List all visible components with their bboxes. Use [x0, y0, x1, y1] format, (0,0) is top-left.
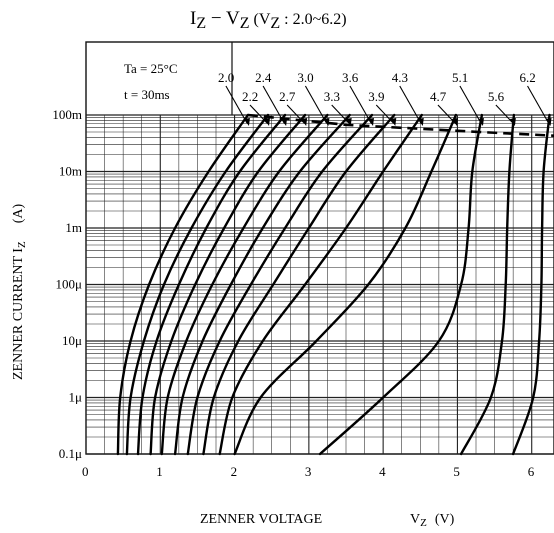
voltage-label-6-2: 6.2 — [520, 70, 536, 85]
x-tick-label: 0 — [82, 464, 89, 479]
chart-title: IZ − VZ (VZ : 2.0~6.2) — [190, 8, 347, 32]
y-tick-label: 100m — [52, 107, 82, 122]
leader-line — [459, 85, 482, 124]
y-tick-label: 10m — [59, 164, 82, 179]
leader-line — [331, 104, 350, 124]
leader-arrowhead — [301, 118, 308, 126]
axis-ticks: 0 1 2 3 4 5 6 0.1μ 1μ 10μ 100μ 1m 10m 100m — [52, 107, 534, 479]
zener-curves — [116, 113, 554, 456]
curve-3-3v — [173, 113, 351, 456]
voltage-label-2-0: 2.0 — [218, 70, 234, 85]
x-axis-symbol: VZ (V) — [410, 512, 455, 529]
leader-line — [262, 85, 285, 124]
voltage-label-5-1: 5.1 — [452, 70, 468, 85]
x-tick-label: 4 — [379, 464, 386, 479]
curve-3-6v — [186, 113, 374, 456]
curve-4-7v — [233, 113, 458, 456]
curve-3-9v — [202, 113, 396, 456]
leader-line — [349, 85, 372, 124]
x-tick-label: 1 — [156, 464, 163, 479]
leader-line — [249, 104, 268, 124]
leader-arrowhead — [323, 118, 330, 126]
leader-line — [399, 85, 422, 124]
power-limit-line — [247, 113, 554, 137]
curve-3-0v — [160, 113, 329, 456]
curve-6-2v — [511, 113, 551, 456]
voltage-label-4-3: 4.3 — [392, 70, 408, 85]
y-axis-label: ZENNER CURRENT IZ(A) — [11, 204, 28, 380]
leader-arrowhead — [368, 118, 374, 126]
voltage-label-4-7: 4.7 — [430, 89, 447, 104]
y-axis-label-group: ZENNER CURRENT IZ(A) — [11, 204, 28, 380]
leader-arrowhead — [545, 118, 552, 126]
leader-arrowhead — [281, 118, 288, 126]
leader-arrowhead — [243, 118, 250, 126]
voltage-label-3-0: 3.0 — [297, 70, 313, 85]
leader-line — [527, 85, 550, 124]
y-tick-label: 10μ — [62, 333, 82, 348]
curve-2-7v — [149, 113, 307, 456]
x-tick-label: 5 — [453, 464, 460, 479]
condition-temperature: Ta = 25°C — [124, 61, 178, 76]
voltage-label-5-6: 5.6 — [488, 89, 505, 104]
leader-line — [225, 85, 248, 124]
curve-5-1v — [318, 113, 484, 456]
voltage-label-2-4: 2.4 — [255, 70, 272, 85]
curve-4-3v — [218, 113, 423, 456]
leader-line — [286, 104, 305, 124]
voltage-labels: 2.0 2.2 2.4 2.73.0 3.33.6 3.9 4.3 4.7 5.1 5.6 6.2 — [218, 70, 552, 126]
condition-pulse-time: t = 30ms — [124, 87, 170, 102]
leader-arrowhead — [345, 118, 352, 126]
conditions-box: Ta = 25°C t = 30ms — [124, 42, 233, 115]
leader-arrowhead — [509, 118, 516, 126]
leader-line — [304, 85, 327, 124]
x-tick-label: 6 — [528, 464, 535, 479]
leader-line — [495, 104, 514, 124]
y-tick-label: 0.1μ — [59, 446, 82, 461]
leader-arrowhead — [417, 118, 424, 126]
curve-2-0v — [116, 113, 250, 456]
y-tick-label: 100μ — [56, 277, 83, 292]
leader-arrowhead — [264, 118, 270, 126]
leader-line — [375, 104, 394, 124]
curve-2-4v — [136, 113, 287, 456]
voltage-label-3-9: 3.9 — [368, 89, 384, 104]
x-tick-label: 2 — [231, 464, 238, 479]
leader-line — [437, 104, 456, 124]
curve-5-6v — [459, 113, 516, 456]
voltage-label-2-7: 2.7 — [279, 89, 296, 104]
y-tick-label: 1μ — [69, 390, 83, 405]
leader-arrowhead — [477, 118, 484, 126]
y-tick-label: 1m — [65, 220, 82, 235]
x-tick-label: 3 — [305, 464, 312, 479]
voltage-label-2-2: 2.2 — [242, 89, 258, 104]
curve-2-2v — [125, 113, 270, 456]
leader-arrowhead — [390, 118, 397, 126]
voltage-label-3-6: 3.6 — [342, 70, 359, 85]
x-axis-label: ZENNER VOLTAGE — [200, 512, 322, 527]
voltage-label-3-3: 3.3 — [324, 89, 340, 104]
leader-arrowhead — [451, 118, 458, 126]
